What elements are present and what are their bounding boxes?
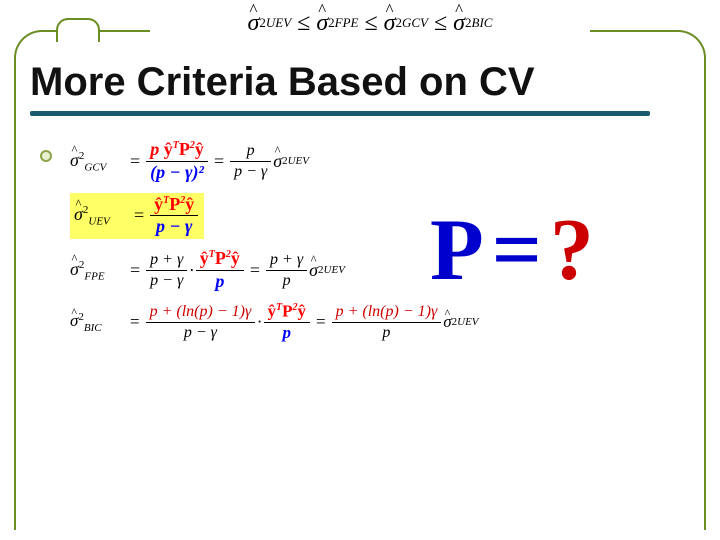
- gcv-lhs-sub: GCV: [84, 161, 106, 173]
- fpe-snum: p + γ: [266, 251, 307, 269]
- gcv-rhs-sub: UEV: [288, 155, 309, 167]
- bic-snum: p + (ln(p) − 1)γ: [332, 303, 442, 321]
- bic-lhs-sub: BIC: [84, 322, 102, 334]
- gcv-den: (p − γ)²: [146, 163, 208, 183]
- formula-bic: σ2BIC = p + (ln(p) − 1)γ p − γ · ŷTP2ŷ p…: [70, 302, 430, 343]
- ineq-sub-2: FPE: [335, 15, 359, 31]
- ineq-sub-3: GCV: [402, 15, 428, 31]
- fpe-kden: p: [211, 272, 228, 292]
- fpe-sden: p: [279, 272, 295, 290]
- ineq-op-2: ≤: [364, 10, 377, 37]
- gcv-sden: p − γ: [230, 163, 271, 181]
- title-underline: [30, 111, 650, 116]
- fpe-cnum: p + γ: [146, 251, 187, 269]
- fpe-rhs-sub: UEV: [324, 264, 345, 276]
- big-eq: =: [492, 202, 542, 299]
- tab-knob: [56, 18, 100, 42]
- uev-den: p − γ: [152, 217, 196, 237]
- bic-sden: p: [378, 324, 394, 342]
- formula-gcv: σ2GCV = p ŷTP2ŷ (p − γ)² = p p − γ σ2UEV: [70, 140, 430, 183]
- formula-fpe: σ2FPE = p + γ p − γ · ŷTP2ŷ p = p + γ p …: [70, 249, 430, 292]
- formulas-block: σ2GCV = p ŷTP2ŷ (p − γ)² = p p − γ σ2UEV…: [70, 140, 430, 353]
- bic-cden: p − γ: [180, 324, 221, 342]
- bullet-icon: [40, 150, 52, 162]
- title-block: More Criteria Based on CV: [30, 60, 690, 116]
- bic-kden: p: [279, 324, 296, 343]
- uev-lhs-sub: UEV: [88, 216, 109, 228]
- ineq-op-1: ≤: [297, 10, 310, 37]
- ineq-sub-1: UEV: [266, 15, 291, 31]
- page-title: More Criteria Based on CV: [30, 60, 690, 109]
- top-inequality: σ2UEV ≤ σ2FPE ≤ σ2GCV ≤ σ2BIC: [150, 0, 590, 46]
- bic-cnum: p + (ln(p) − 1)γ: [146, 303, 256, 321]
- gcv-snum: p: [243, 142, 259, 160]
- big-q: ?: [550, 202, 594, 299]
- fpe-lhs-sub: FPE: [84, 270, 104, 282]
- fpe-cden: p − γ: [146, 272, 187, 290]
- bic-rhs-sub: UEV: [457, 316, 478, 328]
- ineq-op-3: ≤: [434, 10, 447, 37]
- ineq-sub-4: BIC: [472, 15, 493, 31]
- big-question: P=?: [430, 200, 594, 301]
- formula-uev: σ2UEV = ŷTP2ŷ p − γ: [70, 193, 430, 240]
- big-p: P: [430, 202, 484, 299]
